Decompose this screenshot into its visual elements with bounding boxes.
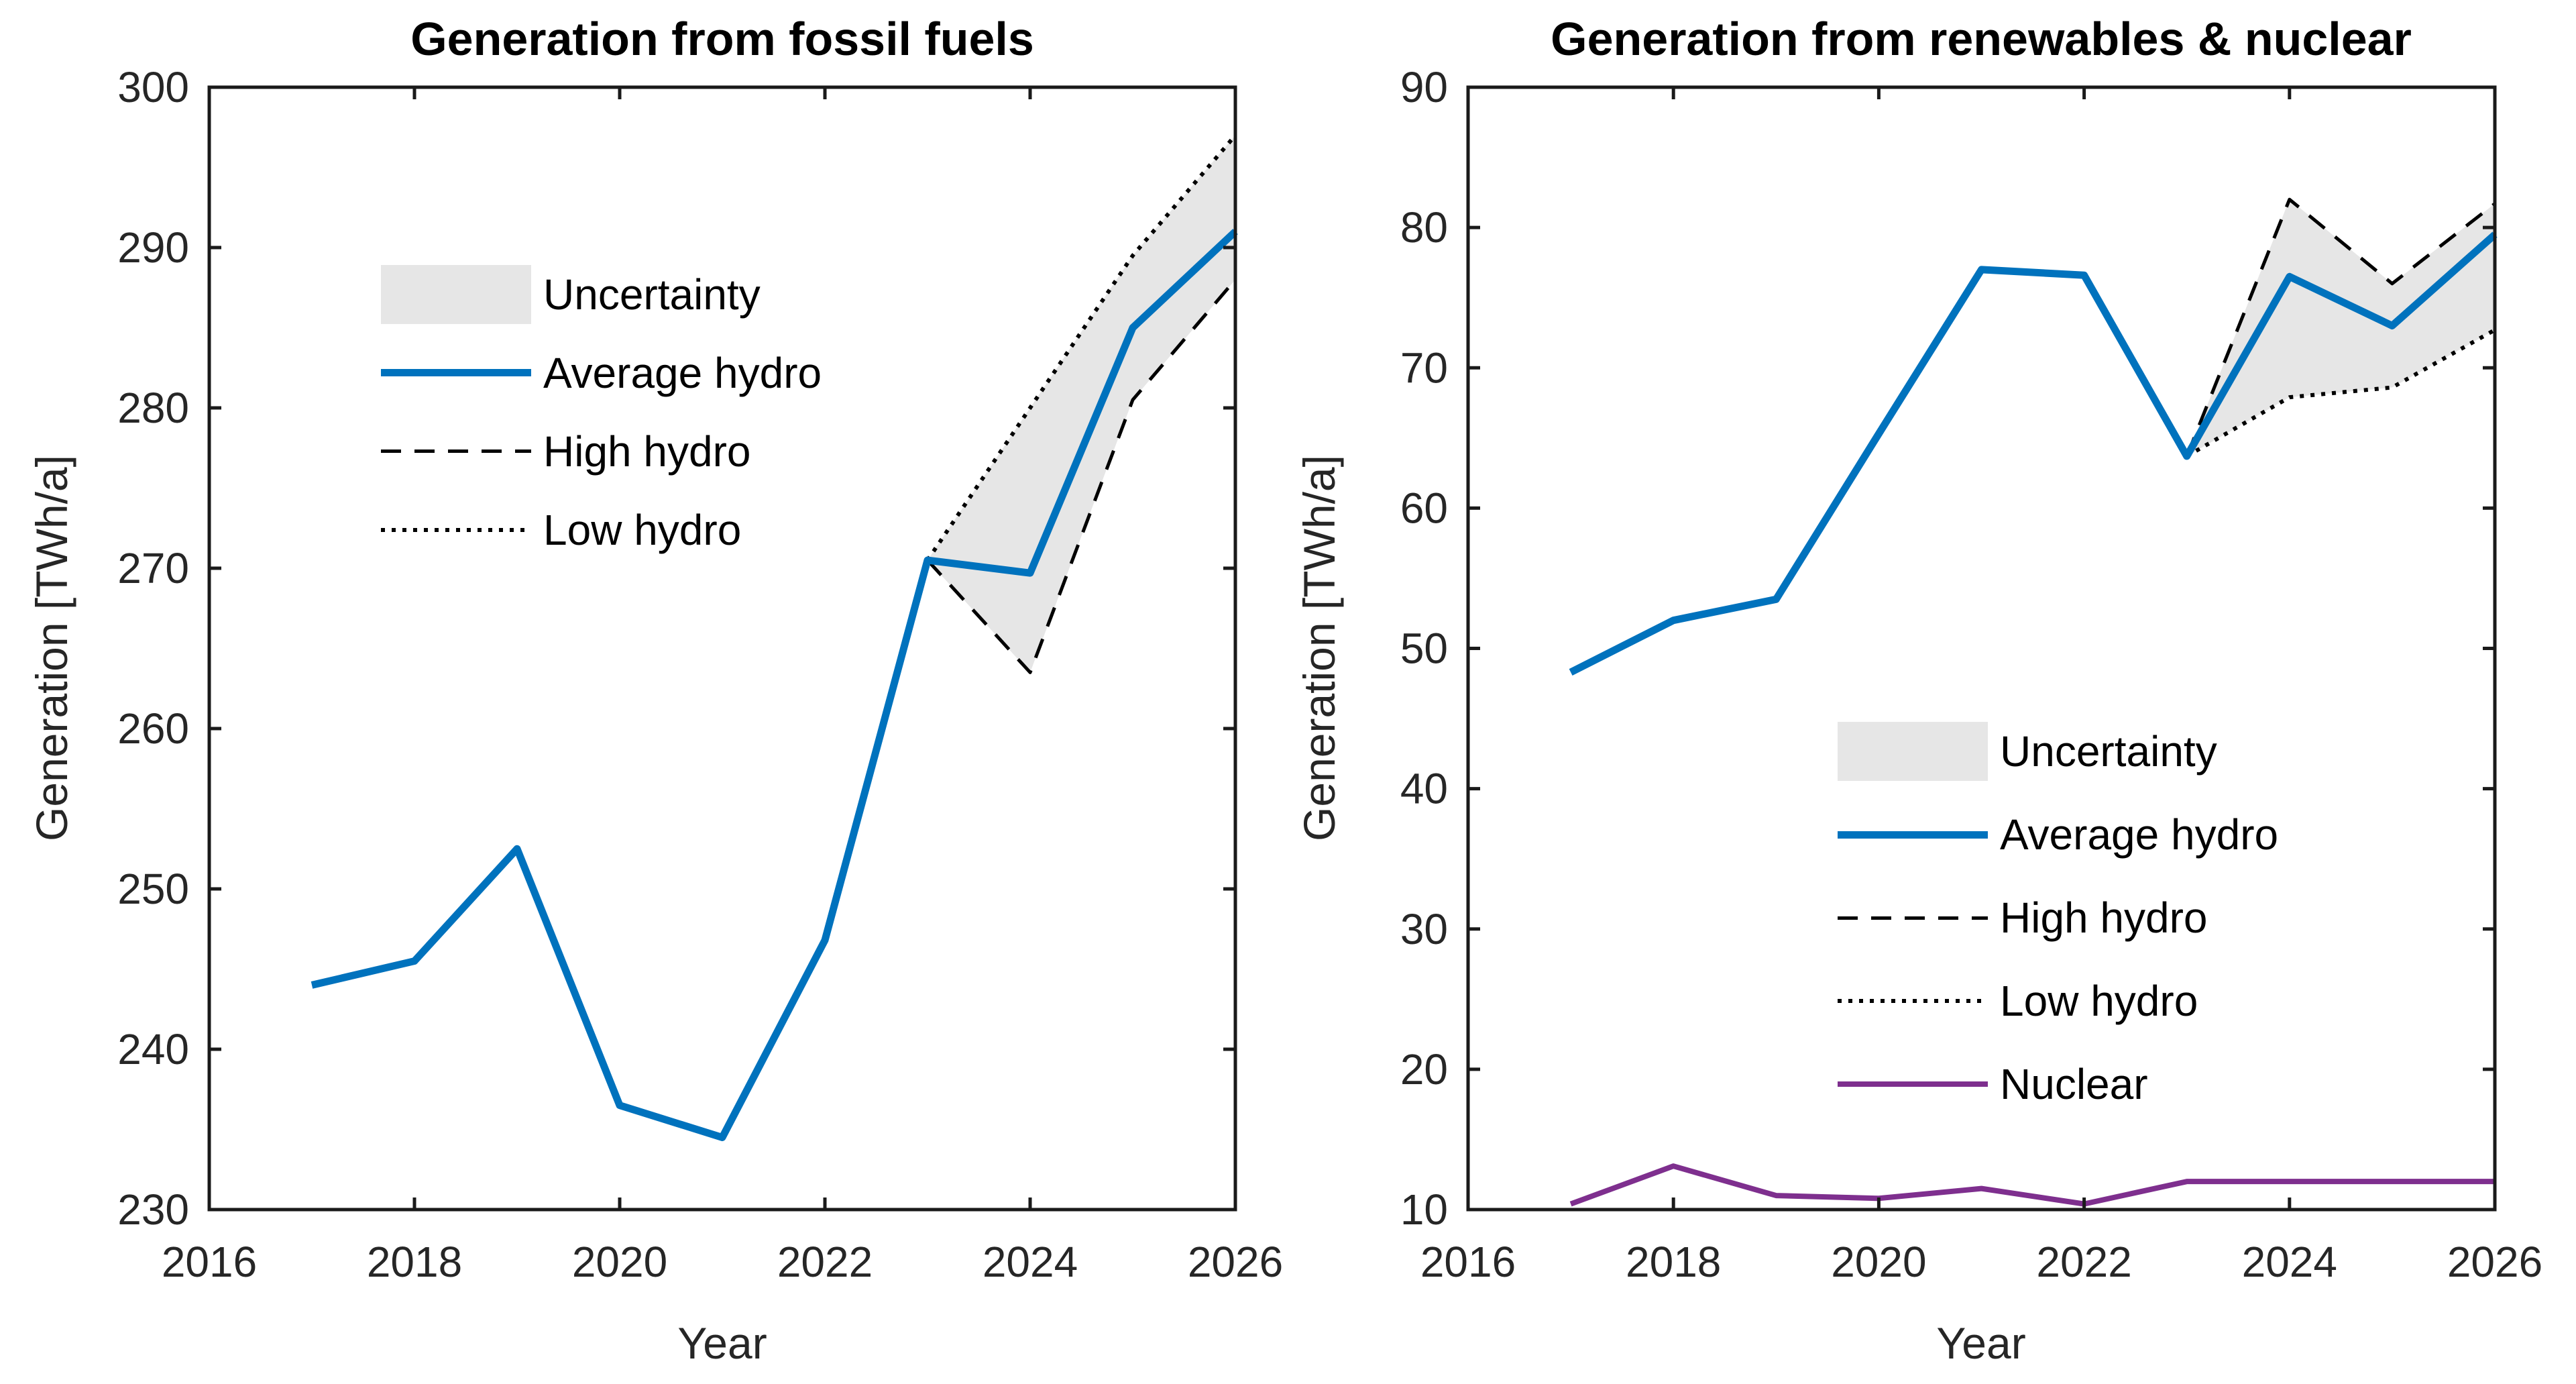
legend-label: Uncertainty [2000,727,2217,776]
legend-row-uncertainty: Uncertainty [381,255,822,333]
low-hydro-line-swatch [381,527,531,532]
y-tick-label: 300 [117,63,189,111]
series-line-high-hydro [2185,197,2496,457]
fossil-plot-area: 2016 2018 2020 2022 2024 2026 230 240 250 260 270 2… [117,63,1283,1286]
renewables-y-axis-label: Generation [TWh/a] [1294,455,1344,841]
y-tick-label: 270 [117,544,189,592]
series-line-low-hydro [2186,328,2496,458]
x-tick-label: 2016 [162,1238,257,1286]
legend-row-high-hydro: High hydro [381,412,822,490]
axes-box [207,85,1237,1212]
x-tick-label: 2018 [367,1238,462,1286]
legend-row-low-hydro: Low hydro [1838,959,2278,1043]
y-tick-label: 30 [1400,905,1448,953]
uncertainty-swatch [381,264,531,324]
series-line-average-hydro [1569,231,2498,676]
renewables-x-axis-label: Year [1936,1318,2025,1368]
uncertainty-band [928,135,1235,673]
y-tick-label: 60 [1400,484,1448,532]
legend-row-average-hydro: Average hydro [381,333,822,412]
legend-label: Average hydro [543,348,822,397]
renewables-legend: Uncertainty Average hydro High hydro Low… [1838,710,2278,1126]
legend-label: Nuclear [2000,1060,2148,1108]
nuclear-line-swatch [1838,1081,1988,1087]
y-tick-label: 250 [117,865,189,913]
low-hydro-line-swatch [1838,999,1988,1003]
legend-label: Low hydro [2000,977,2198,1025]
x-tick-label: 2022 [2036,1238,2131,1286]
legend-row-average-hydro: Average hydro [1838,793,2278,876]
legend-label: Average hydro [2000,810,2279,859]
x-tick-label: 2024 [2242,1238,2337,1286]
fossil-legend: Uncertainty Average hydro High hydro Low… [381,255,822,569]
y-tick-label: 80 [1400,203,1448,252]
legend-row-low-hydro: Low hydro [381,490,822,569]
legend-label: Low hydro [543,505,742,554]
y-tick-label: 40 [1400,765,1448,813]
x-tick-label: 2016 [1420,1238,1516,1286]
uncertainty-swatch [1838,722,1988,781]
fossil-chart-title: Generation from fossil fuels [410,13,1034,65]
fossil-x-axis-label: Year [677,1318,767,1368]
y-tick-label: 10 [1400,1185,1448,1234]
x-tick-label: 2026 [1188,1238,1283,1286]
y-tick-label: 260 [117,704,189,753]
y-tick-label: 230 [117,1185,189,1234]
x-tick-label: 2020 [572,1238,667,1286]
y-tick-label: 290 [117,223,189,272]
average-hydro-line-swatch [1838,831,1988,839]
y-tick-label: 20 [1400,1045,1448,1094]
x-tick-label: 2026 [2447,1238,2542,1286]
renewables-chart-title: Generation from renewables & nuclear [1551,13,2412,65]
legend-label: High hydro [2000,894,2208,942]
x-tick-label: 2024 [983,1238,1078,1286]
series-line-average-hydro [311,229,1238,1141]
renewables-plot-area: 2016 2018 2020 2022 2024 2026 10 20 30 40 50 60 70 80… [1400,63,2542,1286]
average-hydro-line-swatch [381,369,531,376]
legend-row-uncertainty: Uncertainty [1838,710,2278,793]
high-hydro-line-swatch [381,449,531,453]
series-line-nuclear [1569,1163,2495,1207]
y-tick-label: 90 [1400,63,1448,111]
y-tick-label: 280 [117,384,189,432]
y-tick-label: 50 [1400,625,1448,673]
legend-label: High hydro [543,427,751,476]
y-tick-label: 240 [117,1025,189,1073]
fossil-y-axis-label: Generation [TWh/a] [27,455,76,841]
y-tick-label: 70 [1400,343,1448,392]
legend-row-nuclear: Nuclear [1838,1043,2278,1126]
x-tick-label: 2022 [777,1238,873,1286]
x-tick-label: 2018 [1626,1238,1721,1286]
legend-label: Uncertainty [543,270,761,319]
x-tick-label: 2020 [1831,1238,1926,1286]
high-hydro-line-swatch [1838,916,1988,920]
legend-row-high-hydro: High hydro [1838,876,2278,959]
series-line-high-hydro [926,278,1237,674]
